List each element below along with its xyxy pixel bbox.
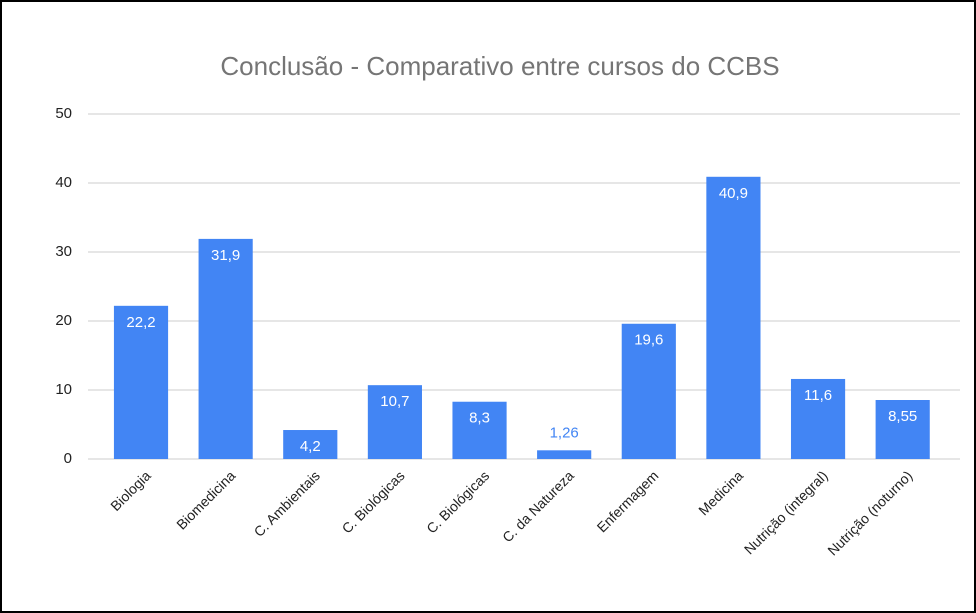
data-label: 1,26	[550, 424, 579, 441]
bar	[706, 176, 761, 460]
bar	[367, 385, 422, 459]
bar	[621, 323, 676, 459]
bar	[875, 400, 930, 459]
data-label: 40,9	[719, 185, 748, 202]
data-label: 19,6	[634, 332, 663, 349]
data-label: 22,2	[126, 314, 155, 331]
bar	[790, 378, 846, 459]
bar	[113, 305, 169, 459]
bar	[283, 430, 338, 459]
data-label: 8,55	[888, 408, 917, 425]
y-tick-label: 50	[55, 105, 72, 122]
chart-title: Conclusão - Comparativo entre cursos do …	[220, 51, 779, 81]
data-label: 31,9	[211, 247, 240, 264]
y-tick-label: 0	[64, 450, 72, 467]
y-tick-label: 20	[55, 312, 72, 329]
data-label: 11,6	[804, 387, 832, 404]
data-label: 8,3	[469, 410, 490, 427]
bar	[198, 238, 253, 459]
data-label: 10,7	[380, 393, 409, 410]
bar	[452, 401, 507, 459]
y-tick-label: 30	[55, 243, 72, 260]
data-label: 4,2	[300, 438, 321, 455]
y-tick-label: 40	[55, 174, 72, 191]
y-tick-label: 10	[55, 381, 72, 398]
bar	[537, 450, 592, 459]
